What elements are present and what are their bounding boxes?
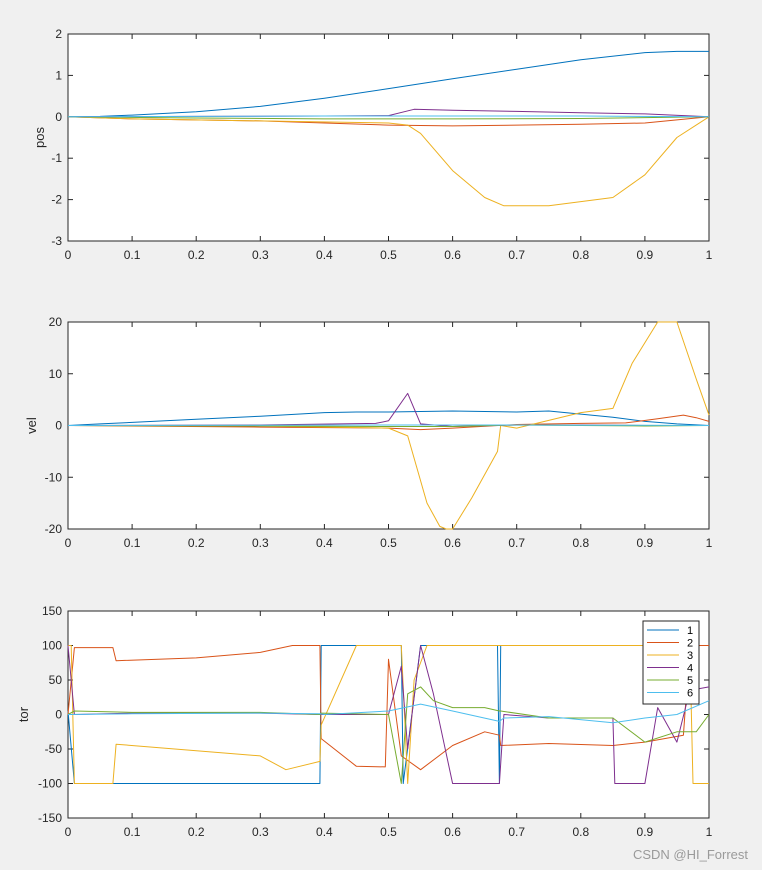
pos-ytick-label: -1 (51, 151, 62, 165)
tor-xtick-label: 0 (65, 825, 72, 839)
vel-ytick-label: 0 (55, 419, 62, 433)
tor-series-line-3 (68, 645, 709, 784)
tor-subplot: 0 0.1 0.2 0.3 0.4 0.5 0.6 0.7 0.8 0.9 1 -150 -100 -50… (16, 604, 713, 839)
tor-xtick-label: 0.1 (124, 825, 141, 839)
vel-xtick-label: 0.7 (508, 536, 525, 550)
vel-xtick-label: 0.3 (252, 536, 269, 550)
legend-label-1: 1 (687, 625, 693, 637)
tor-xtick-label: 0.7 (508, 825, 525, 839)
pos-xtick-label: 0.3 (252, 248, 269, 262)
vel-series-line-5 (67, 424, 710, 427)
tor-series-lines (67, 645, 710, 784)
vel-xtick-label: 0.8 (572, 536, 589, 550)
tor-xtick-label: 0.9 (637, 825, 654, 839)
pos-ylabel: pos (32, 127, 47, 148)
vel-ytick-label: 10 (49, 367, 63, 381)
pos-series-line-6 (67, 115, 710, 118)
tor-ylabel: tor (16, 706, 31, 722)
pos-ytick-label: -3 (51, 234, 62, 248)
vel-xtick-label: 0.9 (637, 536, 654, 550)
pos-plot-area (67, 33, 710, 242)
vel-series-line-3 (67, 321, 710, 530)
tor-series-line-2 (67, 645, 709, 771)
pos-xtick-label: 0.9 (637, 248, 654, 262)
vel-ytick-label: -10 (45, 470, 63, 484)
pos-ticks: 0 0.1 0.2 0.3 0.4 0.5 0.6 0.7 0.8 0.9 1 -3 -2 -1 0 1 2 (51, 27, 712, 262)
legend-label-4: 4 (687, 663, 693, 675)
vel-ticks: 0 0.1 0.2 0.3 0.4 0.5 0.6 0.7 0.8 0.9 1 -20 -10 0 10 20 (45, 315, 713, 550)
tor-ytick-label: -50 (45, 742, 63, 756)
vel-subplot: 0 0.1 0.2 0.3 0.4 0.5 0.6 0.7 0.8 0.9 1 -20 -10 0 10 20… (24, 315, 713, 550)
tor-xtick-label: 0.6 (444, 825, 461, 839)
tor-xtick-label: 0.3 (252, 825, 269, 839)
vel-series-line-6 (67, 424, 710, 426)
pos-subplot: 0 0.1 0.2 0.3 0.4 0.5 0.6 0.7 0.8 0.9 1 -3 -2 -1 0 1 2 p… (32, 27, 713, 262)
tor-xtick-label: 0.5 (380, 825, 397, 839)
legend-label-6: 6 (687, 688, 693, 700)
pos-xtick-label: 1 (706, 248, 713, 262)
vel-series-lines (67, 321, 710, 530)
legend-label-3: 3 (687, 650, 693, 662)
vel-xtick-label: 1 (706, 536, 713, 550)
pos-xtick-label: 0.2 (188, 248, 205, 262)
pos-xtick-label: 0.4 (316, 248, 333, 262)
tor-ytick-label: 0 (55, 708, 62, 722)
tor-ticks: 0 0.1 0.2 0.3 0.4 0.5 0.6 0.7 0.8 0.9 1 -150 -100 -50… (38, 604, 713, 839)
vel-ytick-label: -20 (45, 522, 63, 536)
pos-xtick-label: 0 (65, 248, 72, 262)
tor-ytick-label: -100 (38, 777, 62, 791)
legend-label-2: 2 (687, 638, 693, 650)
pos-ytick-label: 1 (55, 68, 62, 82)
tor-ytick-label: 50 (49, 673, 63, 687)
pos-ytick-label: 0 (55, 110, 62, 124)
legend-label-5: 5 (687, 675, 693, 687)
vel-xtick-label: 0.6 (444, 536, 461, 550)
tor-series-line-6 (67, 700, 710, 724)
vel-ytick-label: 20 (49, 315, 63, 329)
tor-ytick-label: 100 (42, 639, 62, 653)
vel-xtick-label: 0.2 (188, 536, 205, 550)
pos-xtick-label: 0.5 (380, 248, 397, 262)
tor-ytick-label: 150 (42, 604, 62, 618)
vel-ylabel: vel (24, 417, 39, 434)
csdn-watermark: CSDN @HI_Forrest (632, 847, 748, 862)
tor-xtick-label: 0.4 (316, 825, 333, 839)
vel-xtick-label: 0.1 (124, 536, 141, 550)
vel-xtick-label: 0 (65, 536, 72, 550)
pos-xtick-label: 0.6 (444, 248, 461, 262)
pos-series-line-1 (67, 50, 709, 118)
pos-series-line-3 (67, 116, 710, 207)
pos-ytick-label: 2 (55, 27, 62, 41)
tor-xtick-label: 1 (706, 825, 713, 839)
pos-series-lines (67, 50, 710, 207)
pos-series-line-5 (67, 116, 710, 120)
tor-xtick-label: 0.8 (572, 825, 589, 839)
pos-ytick-label: -2 (51, 193, 62, 207)
pos-xtick-label: 0.8 (572, 248, 589, 262)
pos-xtick-label: 0.7 (508, 248, 525, 262)
pos-xtick-label: 0.1 (124, 248, 141, 262)
tor-xtick-label: 0.2 (188, 825, 205, 839)
tor-ytick-label: -150 (38, 811, 62, 825)
vel-xtick-label: 0.4 (316, 536, 333, 550)
vel-xtick-label: 0.5 (380, 536, 397, 550)
legend-box (642, 620, 700, 705)
vel-series-line-1 (67, 410, 710, 426)
